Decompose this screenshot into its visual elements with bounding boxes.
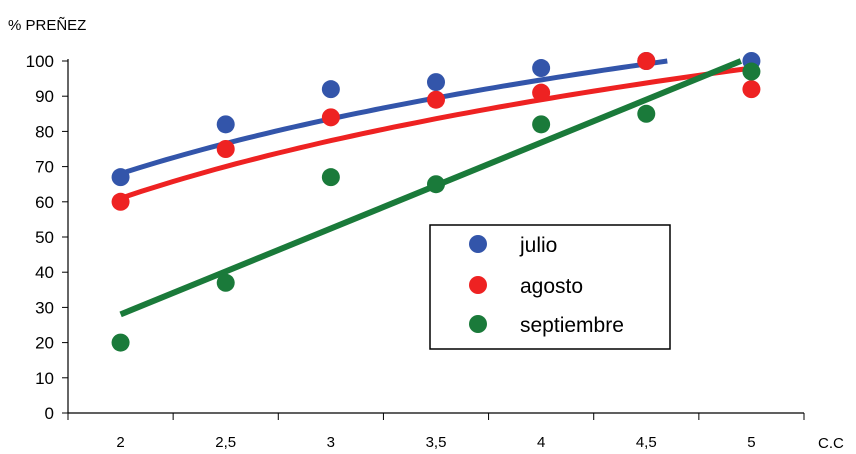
point-julio: [321, 80, 340, 99]
x-tick-label: 4,5: [636, 434, 657, 451]
y-tick-label: 80: [35, 122, 54, 141]
point-agosto: [321, 108, 340, 127]
y-tick-label: 90: [35, 87, 54, 106]
point-septiembre: [111, 333, 130, 352]
x-tick-label: 2: [116, 434, 124, 451]
point-agosto: [216, 140, 235, 158]
point-agosto: [742, 80, 761, 99]
point-agosto: [532, 83, 551, 102]
legend-label-julio: julio: [519, 234, 557, 257]
x-tick-label: 2,5: [215, 434, 236, 451]
y-axis-label: % PREÑEZ: [8, 17, 86, 34]
legend-label-agosto: agosto: [520, 275, 583, 298]
y-tick-label: 20: [35, 334, 54, 353]
x-axis-label: C.C: [818, 435, 844, 452]
x-tick-label: 3,5: [426, 434, 447, 451]
legend-marker-julio: [469, 235, 487, 253]
legend-marker-agosto: [469, 276, 487, 294]
x-tick-label: 3: [327, 434, 335, 451]
point-agosto: [111, 192, 130, 211]
point-septiembre: [742, 62, 761, 81]
legend-label-septiembre: septiembre: [520, 314, 624, 337]
y-tick-label: 30: [35, 298, 54, 317]
y-tick-label: 100: [26, 52, 54, 71]
y-tick-label: 0: [45, 404, 54, 423]
point-septiembre: [321, 168, 340, 187]
trendline-julio: [119, 58, 668, 176]
point-septiembre: [427, 175, 445, 194]
y-tick-label: 50: [35, 228, 54, 247]
point-septiembre: [216, 273, 235, 292]
trendline-agosto: [119, 65, 752, 201]
point-agosto: [427, 90, 445, 109]
y-tick-label: 70: [35, 158, 54, 177]
point-septiembre: [637, 104, 656, 123]
y-tick-label: 60: [35, 193, 54, 212]
axes: 0 10 20 30 40 50 60 70 80 90 100 2 2,5 3 3,5 4 4,5 5: [26, 52, 805, 451]
legend: julio agosto septiembre: [429, 224, 671, 350]
point-julio: [532, 59, 551, 78]
point-julio: [111, 168, 130, 187]
point-julio: [427, 73, 445, 92]
y-tick-label: 10: [35, 369, 54, 388]
point-julio: [216, 115, 235, 134]
legend-marker-septiembre: [469, 315, 487, 333]
x-tick-label: 4: [537, 434, 545, 451]
data-points: [111, 52, 761, 352]
y-tick-label: 40: [35, 263, 54, 282]
x-tick-label: 5: [747, 434, 755, 451]
point-agosto: [637, 52, 656, 70]
point-septiembre: [532, 115, 551, 134]
